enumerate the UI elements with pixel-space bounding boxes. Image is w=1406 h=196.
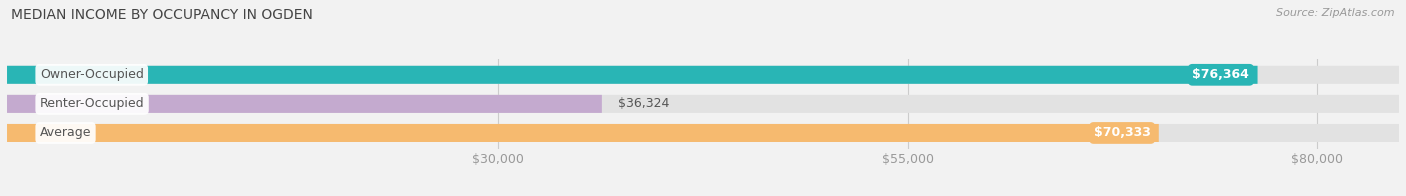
FancyBboxPatch shape: [7, 66, 1257, 84]
FancyBboxPatch shape: [7, 95, 1399, 113]
Text: $70,333: $70,333: [1094, 126, 1150, 140]
FancyBboxPatch shape: [7, 124, 1159, 142]
FancyBboxPatch shape: [7, 124, 1399, 142]
FancyBboxPatch shape: [7, 66, 1399, 84]
Text: Renter-Occupied: Renter-Occupied: [39, 97, 145, 110]
Text: Owner-Occupied: Owner-Occupied: [39, 68, 143, 81]
FancyBboxPatch shape: [7, 95, 602, 113]
Text: Source: ZipAtlas.com: Source: ZipAtlas.com: [1277, 8, 1395, 18]
Text: Average: Average: [39, 126, 91, 140]
Text: $76,364: $76,364: [1192, 68, 1250, 81]
Text: $36,324: $36,324: [619, 97, 669, 110]
Text: MEDIAN INCOME BY OCCUPANCY IN OGDEN: MEDIAN INCOME BY OCCUPANCY IN OGDEN: [11, 8, 314, 22]
